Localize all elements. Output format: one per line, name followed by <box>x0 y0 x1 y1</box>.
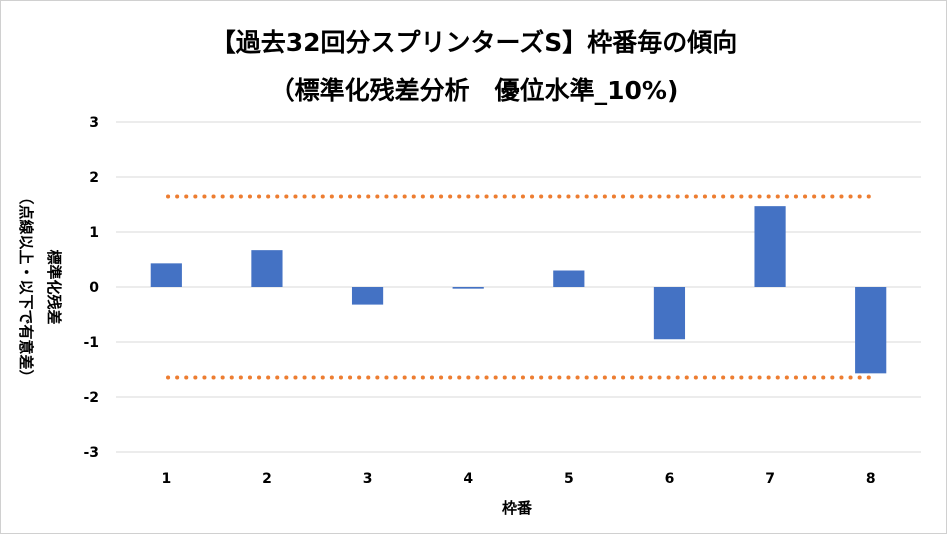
y-tick-label: 0 <box>89 280 99 296</box>
y-tick-label: 2 <box>89 170 99 186</box>
threshold-lines <box>166 194 871 380</box>
bar-8 <box>855 287 887 374</box>
y-tick-label: -2 <box>83 390 99 406</box>
y-tick-labels: 3 2 1 0 -1 -2 -3 <box>83 115 99 461</box>
chart-subtitle: （標準化残差分析 優位水準_10%) <box>270 76 679 105</box>
x-tick-label: 8 <box>866 471 876 487</box>
x-tick-label: 7 <box>765 471 775 487</box>
x-tick-label: 3 <box>363 471 373 487</box>
bar-6 <box>653 287 686 340</box>
y-axis-note: （点線以上・以下で有意差） <box>17 189 35 384</box>
y-tick-label: 3 <box>89 115 99 131</box>
gridlines <box>116 121 921 453</box>
bar-3 <box>351 287 384 305</box>
y-tick-label: -3 <box>83 445 99 461</box>
bar-7 <box>754 206 786 287</box>
y-axis-note-group: （点線以上・以下で有意差） <box>17 189 35 384</box>
bars <box>150 206 887 374</box>
x-tick-labels: 1 2 3 4 5 6 7 8 <box>161 471 875 487</box>
y-tick-label: 1 <box>89 225 99 241</box>
x-tick-label: 1 <box>161 471 171 487</box>
bar-4 <box>452 287 484 289</box>
bar-5 <box>553 270 585 287</box>
bar-2 <box>251 250 283 287</box>
x-tick-label: 4 <box>463 471 473 487</box>
bar-1 <box>150 263 182 287</box>
chart-title: 【過去32回分スプリンターズS】枠番毎の傾向 <box>211 28 738 57</box>
y-axis-label: 標準化残差 <box>45 249 63 324</box>
y-axis-label-group: 標準化残差 <box>45 249 63 324</box>
y-tick-label: -1 <box>83 335 99 351</box>
x-tick-label: 6 <box>665 471 675 487</box>
x-tick-label: 2 <box>262 471 272 487</box>
x-axis-label: 枠番 <box>502 499 533 517</box>
x-tick-label: 5 <box>564 471 574 487</box>
